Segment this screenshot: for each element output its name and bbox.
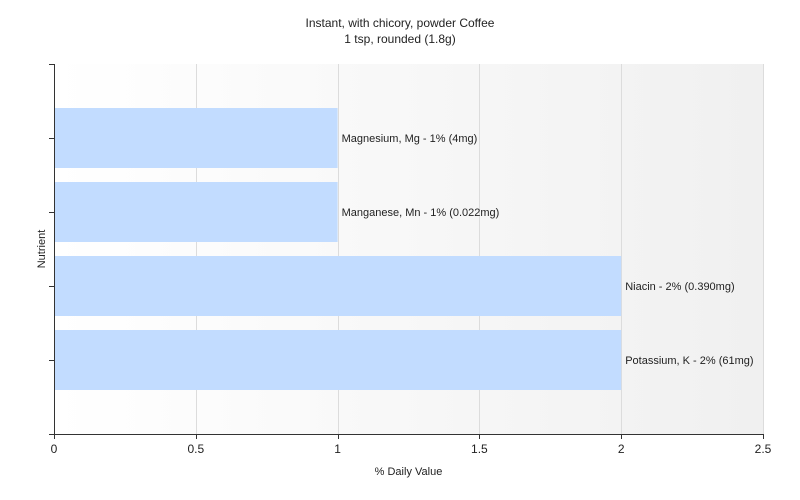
x-tick-label: 0.5 [187, 442, 204, 456]
y-axis-label: Nutrient [36, 229, 48, 269]
x-ticks: 0 0.5 1 1.5 2 2.5 [51, 434, 772, 456]
bar [54, 108, 338, 168]
x-tick-label: 1 [334, 442, 341, 456]
x-tick-label: 2 [618, 442, 625, 456]
x-axis-label: % Daily Value [374, 466, 443, 478]
bar [54, 182, 338, 242]
chart-title: Instant, with chicory, powder Coffee [305, 16, 495, 30]
bar [54, 330, 622, 390]
bar-data-label: Magnesium, Mg - 1% (4mg) [342, 133, 478, 145]
bar-data-label: Niacin - 2% (0.390mg) [625, 281, 734, 293]
chart-title-block: Instant, with chicory, powder Coffee 1 t… [0, 15, 800, 47]
x-tick-label: 0 [51, 442, 58, 456]
axes [49, 64, 763, 435]
bars: Magnesium, Mg - 1% (4mg) Manganese, Mn - … [54, 108, 754, 390]
x-tick-label: 2.5 [755, 442, 772, 456]
x-tick-label: 1.5 [471, 442, 488, 456]
bar-data-label: Potassium, K - 2% (61mg) [625, 355, 753, 367]
bar-data-label: Manganese, Mn - 1% (0.022mg) [342, 207, 500, 219]
bar [54, 256, 622, 316]
chart-subtitle: 1 tsp, rounded (1.8g) [344, 32, 456, 46]
